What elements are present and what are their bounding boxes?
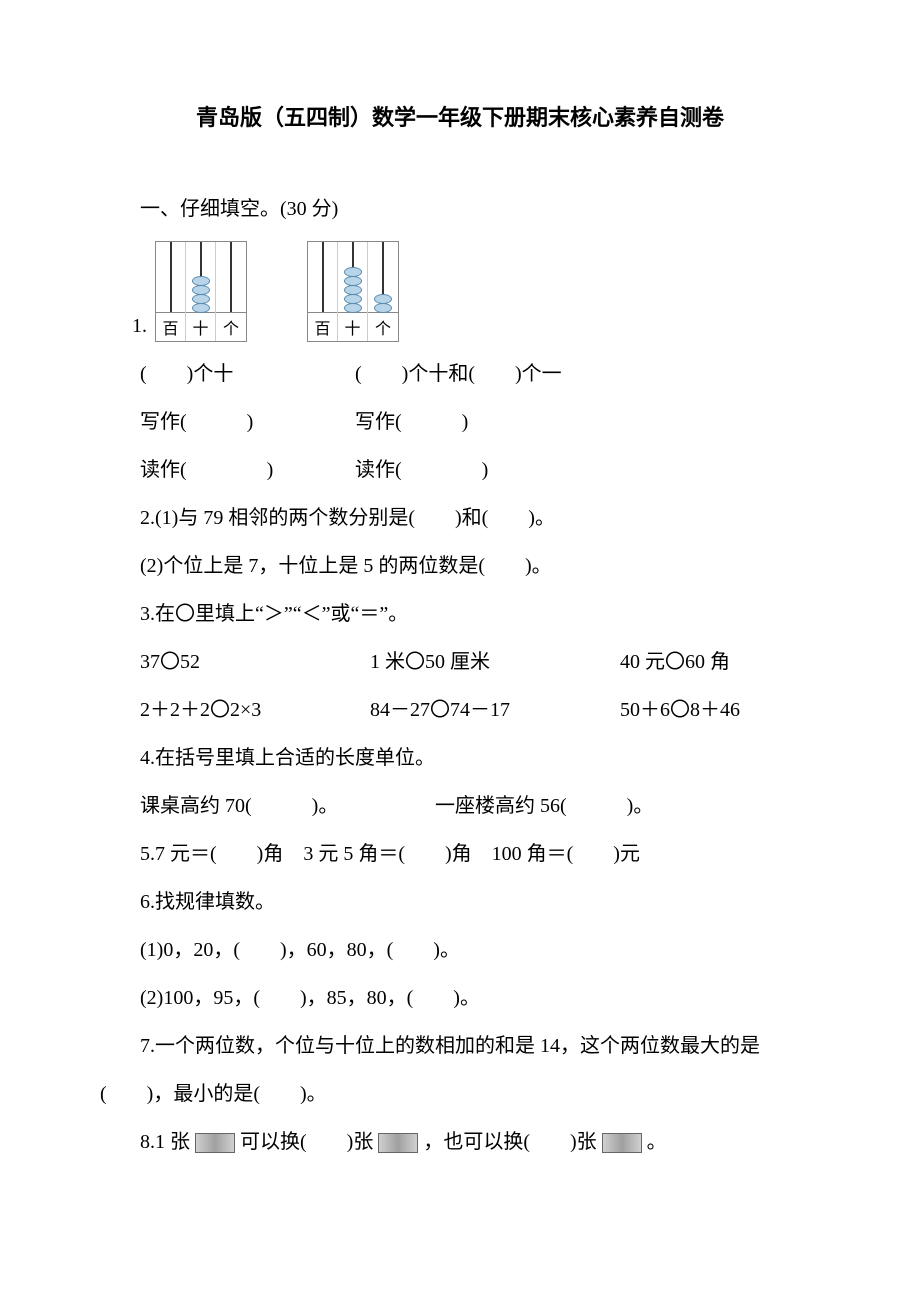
q2-line2: (2)个位上是 7，十位上是 5 的两位数是( )。 [100, 542, 820, 590]
compare-item: 37〇52 [140, 638, 370, 686]
banknote-icon: ¥ [195, 1133, 235, 1153]
q3-row2: 2＋2＋2〇2×3 84－27〇74－17 50＋6〇8＋46 [140, 686, 820, 734]
banknote-icon: ¥ [602, 1133, 642, 1153]
q4-left: 课桌高约 70( )。 [140, 782, 430, 830]
q3-heading: 3.在〇里填上“＞”“＜”或“＝”。 [100, 590, 820, 638]
q8: 8.1 张 ¥ 可以换( )张 ¥ ，也可以换( )张 ¥ 。 [100, 1118, 820, 1166]
q6-line2: (2)100，95，( )，85，80，( )。 [100, 974, 820, 1022]
compare-item: 1 米〇50 厘米 [370, 638, 620, 686]
q8-suffix: 。 [647, 1131, 667, 1153]
page-title: 青岛版（五四制）数学一年级下册期末核心素养自测卷 [100, 100, 820, 132]
abacus-label: 百 [308, 312, 337, 341]
compare-item: 84－27〇74－17 [370, 686, 620, 734]
q4-line1: 课桌高约 70( )。 一座楼高约 56( )。 [140, 782, 820, 830]
q1-row2-left: 写作( ) [140, 398, 350, 446]
banknote-icon: ¥ [378, 1133, 418, 1153]
q3-row1: 37〇52 1 米〇50 厘米 40 元〇60 角 [140, 638, 820, 686]
q4-heading: 4.在括号里填上合适的长度单位。 [100, 734, 820, 782]
q6-line1: (1)0，20，( )，60，80，( )。 [100, 926, 820, 974]
abacus-1: 百 十 个 [155, 241, 247, 342]
q1-row2: 写作( ) 写作( ) [140, 398, 820, 446]
q2-line1: 2.(1)与 79 相邻的两个数分别是( )和( )。 [100, 494, 820, 542]
q1-row1: ( )个十 ( )个十和( )个一 [140, 350, 820, 398]
q1-row3-right: 读作( ) [355, 459, 488, 481]
q1-number: 1. [132, 315, 147, 342]
abacus-2: 百 十 个 [307, 241, 399, 342]
q1-row1-right: ( )个十和( )个一 [355, 363, 562, 385]
q4-right: 一座楼高约 56( )。 [435, 795, 653, 817]
q1-row1-left: ( )个十 [140, 350, 350, 398]
abacus-label: 十 [186, 312, 215, 341]
compare-item: 40 元〇60 角 [620, 638, 820, 686]
q8-mid1: 可以换( )张 [240, 1131, 373, 1153]
abacus-label: 百 [156, 312, 185, 341]
q8-mid2: ，也可以换( )张 [423, 1131, 596, 1153]
q1-row3: 读作( ) 读作( ) [140, 446, 820, 494]
q8-prefix: 8.1 张 [140, 1131, 190, 1153]
abacus-label: 十 [338, 312, 367, 341]
q1-abacus-row: 1. 百 十 个 百 十 [132, 241, 820, 342]
abacus-label: 个 [216, 312, 246, 341]
compare-item: 50＋6〇8＋46 [620, 686, 820, 734]
abacus-label: 个 [368, 312, 398, 341]
q5: 5.7 元＝( )角 3 元 5 角＝( )角 100 角＝( )元 [100, 830, 820, 878]
q1-row2-right: 写作( ) [355, 411, 468, 433]
q1-row3-left: 读作( ) [140, 446, 350, 494]
q7: 7.一个两位数，个位与十位上的数相加的和是 14，这个两位数最大的是( )，最小… [100, 1022, 820, 1118]
section-1-heading: 一、仔细填空。(30 分) [100, 192, 820, 221]
compare-item: 2＋2＋2〇2×3 [140, 686, 370, 734]
q6-heading: 6.找规律填数。 [100, 878, 820, 926]
